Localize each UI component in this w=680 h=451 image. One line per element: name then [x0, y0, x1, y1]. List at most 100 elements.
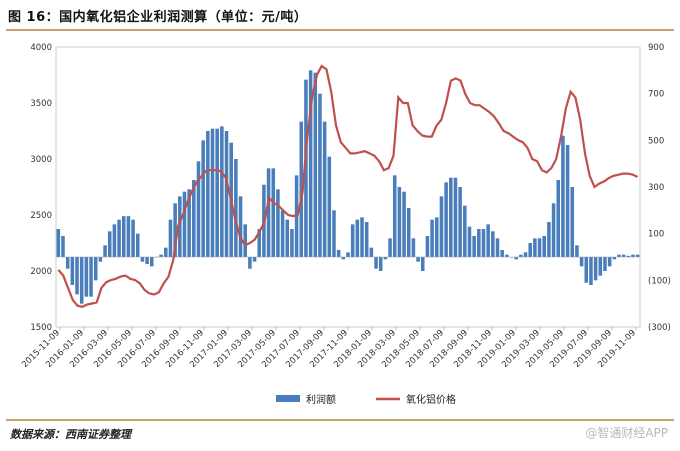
profit-bar	[243, 224, 247, 257]
profit-bar	[617, 254, 621, 257]
profit-bar	[346, 252, 350, 257]
profit-bar	[350, 224, 355, 257]
profit-bars	[56, 70, 640, 304]
profit-bar	[621, 254, 626, 257]
profit-bar	[556, 180, 561, 257]
left-tick-label: 1500	[30, 323, 52, 333]
legend-swatch-profit	[276, 395, 300, 402]
profit-bar	[514, 257, 518, 260]
profit-bar	[61, 236, 65, 257]
profit-bar	[201, 140, 205, 257]
profit-bar	[206, 131, 210, 257]
profit-bar	[84, 257, 89, 297]
profit-bar	[463, 205, 467, 257]
legend-label-price: 氧化铝价格	[406, 393, 456, 406]
profit-bar	[210, 128, 215, 257]
profit-bar	[271, 168, 276, 257]
profit-bar	[364, 222, 369, 257]
source-note: 数据来源：西南证券整理	[10, 428, 131, 441]
profit-bar	[257, 229, 262, 257]
profit-bar	[570, 187, 575, 257]
profit-bar	[192, 180, 196, 257]
profit-bar	[93, 257, 98, 281]
profit-bar	[112, 224, 117, 257]
profit-bar	[551, 203, 556, 257]
profit-bar	[369, 247, 374, 257]
profit-bar	[477, 229, 481, 257]
left-tick-label: 3500	[30, 99, 52, 109]
right-tick-label: 500	[648, 136, 664, 146]
profit-bar	[565, 145, 570, 257]
profit-bar	[406, 208, 411, 257]
profit-bar	[107, 231, 112, 257]
profit-bar	[79, 257, 84, 304]
right-tick-label: 300	[648, 183, 664, 193]
profit-bar	[322, 121, 327, 258]
profit-bar	[631, 254, 635, 257]
profit-bar	[327, 156, 332, 257]
profit-bar	[313, 72, 318, 258]
profit-bar	[537, 238, 542, 257]
profit-bar	[635, 254, 640, 257]
profit-bar	[248, 257, 252, 269]
profit-bar	[533, 238, 537, 257]
profit-bar	[224, 131, 229, 257]
right-tick-label: (300)	[648, 323, 671, 333]
left-axis-ticks: 1500 2000 2500 3000 3500 4000	[30, 43, 52, 333]
profit-bar	[89, 257, 93, 297]
profit-bar	[304, 79, 308, 258]
profit-bar	[420, 257, 425, 271]
left-tick-label: 2500	[30, 211, 52, 221]
right-tick-label: 900	[648, 43, 664, 53]
profit-bar	[434, 217, 439, 257]
profit-bar	[402, 191, 406, 257]
profit-bar	[603, 257, 607, 271]
right-axis-ticks: (300) (100) 100 300 500 700 900	[648, 43, 671, 333]
profit-bar	[56, 229, 61, 257]
profit-bar	[392, 175, 397, 257]
profit-bar	[505, 254, 509, 257]
profit-bar	[519, 254, 523, 257]
profit-bar	[121, 216, 126, 257]
profit-bar	[182, 191, 187, 257]
profit-bar	[103, 245, 107, 257]
profit-bar	[547, 222, 551, 257]
profit-bar	[178, 196, 182, 257]
profit-bar	[500, 250, 504, 257]
profit-bar	[299, 121, 304, 258]
profit-bar	[593, 257, 598, 281]
profit-bar	[276, 189, 280, 257]
profit-bar	[252, 257, 257, 262]
profit-bar	[579, 257, 584, 267]
profit-bar	[164, 247, 168, 257]
legend: 利润额 氧化铝价格	[276, 393, 456, 406]
profit-bar	[481, 229, 486, 257]
profit-bar	[584, 257, 589, 283]
profit-bar	[215, 128, 219, 257]
profit-bar	[65, 257, 70, 269]
profit-bar	[360, 217, 364, 257]
profit-bar	[561, 135, 565, 257]
profit-bar	[318, 93, 322, 258]
profit-bar	[332, 210, 336, 257]
profit-bar	[168, 219, 173, 257]
profit-bar	[159, 254, 163, 257]
profit-bar	[220, 126, 224, 257]
profit-bar	[187, 189, 191, 257]
profit-bar	[150, 257, 154, 267]
profit-bar	[472, 236, 476, 257]
profit-bar	[378, 257, 383, 271]
profit-bar	[453, 177, 458, 257]
profit-bar	[280, 210, 285, 257]
profit-bar	[388, 238, 392, 257]
profit-bar	[140, 257, 145, 262]
profit-bar	[612, 257, 617, 260]
left-tick-label: 4000	[30, 43, 52, 53]
right-tick-label: 100	[648, 230, 664, 240]
profit-bar	[355, 219, 360, 257]
profit-bar	[397, 187, 402, 257]
right-tick-label: (100)	[648, 276, 671, 286]
profit-bar	[290, 229, 294, 257]
profit-bar	[173, 203, 177, 257]
plot-area-frame	[55, 46, 641, 328]
